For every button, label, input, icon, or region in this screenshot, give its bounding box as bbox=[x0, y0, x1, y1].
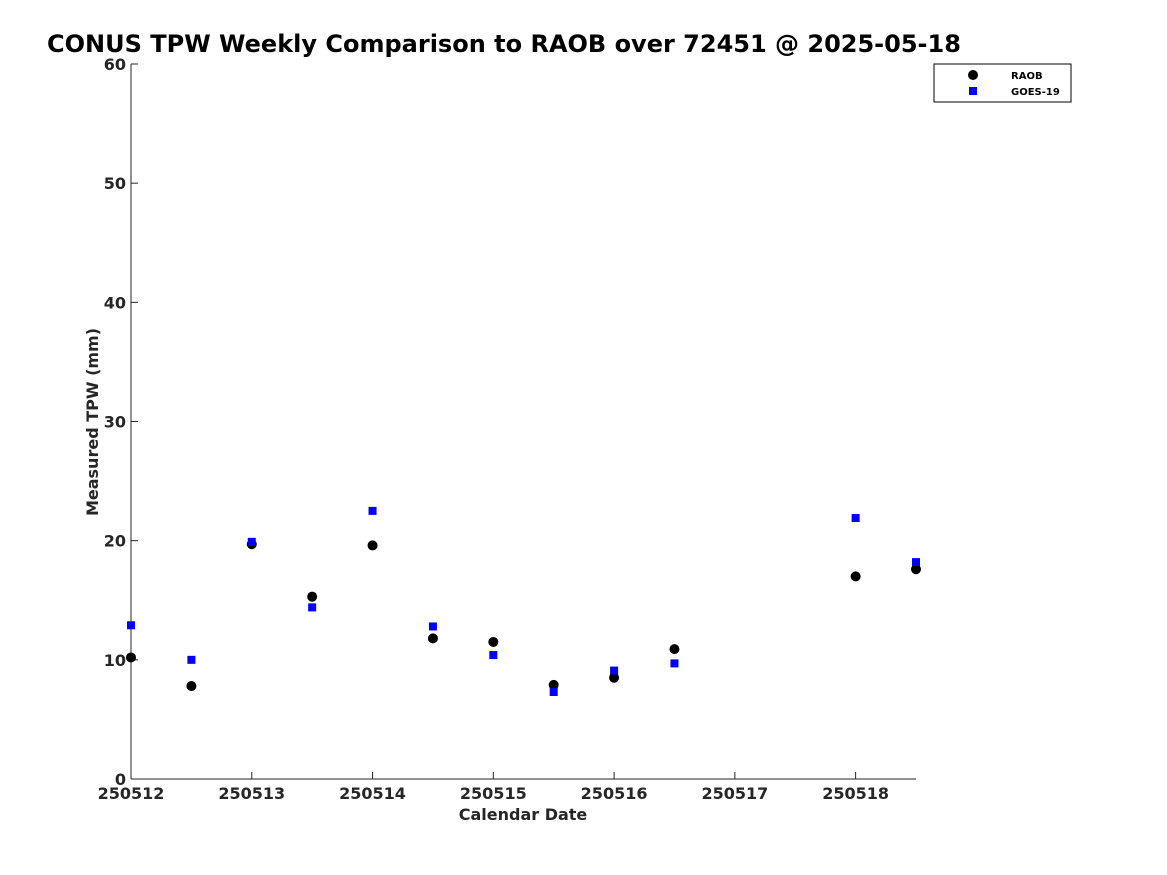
legend: RAOB GOES-19 bbox=[933, 63, 1072, 103]
legend-box bbox=[933, 63, 1072, 103]
y-tick-label: 30 bbox=[104, 413, 126, 432]
data-point-raob bbox=[548, 679, 559, 690]
y-tick-label: 50 bbox=[104, 174, 126, 193]
data-point-raob bbox=[126, 652, 136, 663]
data-point-raob bbox=[669, 644, 680, 655]
legend-label: RAOB bbox=[1011, 71, 1043, 82]
data-point-goes-19 bbox=[851, 514, 860, 523]
y-axis-label: Measured TPW (mm) bbox=[83, 328, 102, 516]
data-point-goes-19 bbox=[670, 659, 679, 668]
x-tick-label: 250516 bbox=[581, 784, 648, 803]
data-point-goes-19 bbox=[308, 603, 317, 612]
data-point-raob bbox=[488, 636, 499, 647]
legend-marker-raob bbox=[968, 70, 978, 80]
data-point-goes-19 bbox=[127, 621, 135, 630]
y-tick-label: 0 bbox=[115, 770, 126, 789]
x-tick-label: 250515 bbox=[460, 784, 527, 803]
chart-title: CONUS TPW Weekly Comparison to RAOB over… bbox=[47, 30, 961, 58]
series-raob bbox=[126, 539, 921, 692]
data-point-raob bbox=[850, 571, 861, 582]
x-tick-label: 250513 bbox=[218, 784, 285, 803]
data-point-goes-19 bbox=[549, 688, 558, 697]
data-point-raob bbox=[427, 633, 438, 644]
y-tick-label: 10 bbox=[104, 651, 126, 670]
data-point-goes-19 bbox=[187, 655, 196, 664]
x-tick-label: 250512 bbox=[98, 784, 165, 803]
data-point-raob bbox=[367, 540, 378, 551]
data-point-raob bbox=[609, 672, 620, 683]
data-point-raob bbox=[186, 681, 197, 692]
data-point-raob bbox=[911, 564, 921, 575]
y-ticks: 0 10 20 30 40 50 60 bbox=[104, 55, 138, 789]
y-tick-label: 60 bbox=[104, 55, 126, 74]
x-ticks: 250512 250513 250514 250515 250516 250517 2505… bbox=[98, 772, 889, 803]
x-tick-label: 250514 bbox=[339, 784, 406, 803]
x-tick-label: 250517 bbox=[701, 784, 768, 803]
data-point-raob bbox=[307, 591, 318, 602]
data-point-goes-19 bbox=[247, 537, 256, 546]
x-axis-label: Calendar Date bbox=[459, 805, 588, 824]
data-point-goes-19 bbox=[912, 558, 920, 567]
x-tick-label: 250518 bbox=[822, 784, 889, 803]
series-goes-19 bbox=[127, 506, 920, 697]
legend-label: GOES-19 bbox=[1011, 87, 1060, 98]
series-layer bbox=[126, 506, 921, 697]
legend-marker-goes-19 bbox=[969, 87, 977, 95]
data-point-goes-19 bbox=[489, 651, 498, 660]
y-tick-label: 20 bbox=[104, 532, 126, 551]
y-tick-label: 40 bbox=[104, 293, 126, 312]
data-point-goes-19 bbox=[368, 506, 377, 515]
data-point-goes-19 bbox=[428, 622, 437, 631]
data-point-goes-19 bbox=[610, 666, 619, 675]
